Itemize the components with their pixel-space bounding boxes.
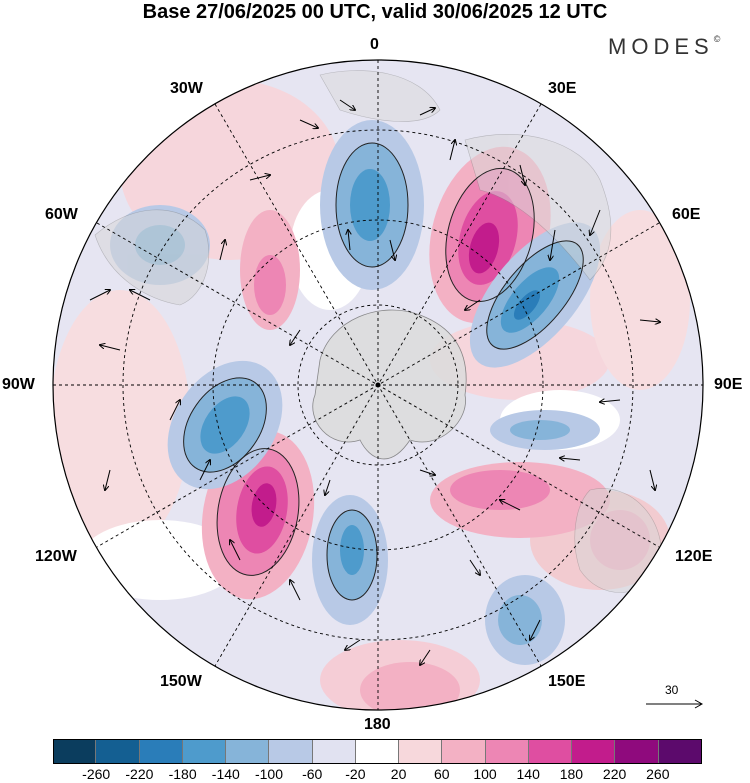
lon-label-180: 180 xyxy=(364,716,391,733)
colorbar-tick-label: -100 xyxy=(254,766,284,782)
lon-label-120w: 120W xyxy=(35,548,77,565)
pole-marker xyxy=(375,382,381,388)
colorbar-tick-label: 100 xyxy=(473,766,497,782)
colorbar-cell xyxy=(615,739,659,763)
lon-label-90w: 90W xyxy=(2,376,35,393)
colorbar-tick-label: -180 xyxy=(168,766,197,782)
colorbar-tick-label: 260 xyxy=(646,766,670,782)
lon-label-90e: 90E xyxy=(714,376,743,393)
colorbar-tick-label: 220 xyxy=(602,766,627,782)
colorbar-cell xyxy=(53,739,97,763)
lon-label-60e: 60E xyxy=(672,206,701,223)
colorbar-cell xyxy=(96,739,140,763)
lon-label-150w: 150W xyxy=(160,673,202,690)
colorbar-cell xyxy=(485,739,529,763)
lon-label-30e: 30E xyxy=(548,80,577,97)
colorbar-tick-label: -140 xyxy=(211,766,240,782)
colorbar xyxy=(53,739,701,763)
colorbar-cell xyxy=(399,739,443,763)
colorbar-tick-label: 60 xyxy=(434,766,450,782)
reference-vector-label: 30 xyxy=(665,683,679,697)
colorbar-outline xyxy=(53,739,702,764)
lon-label-60w: 60W xyxy=(45,206,78,223)
brand-mark: © xyxy=(713,34,721,44)
colorbar-tick-label: -60 xyxy=(302,766,323,782)
colorbar-cell xyxy=(442,739,486,763)
colorbar-tick-label: 20 xyxy=(390,766,407,782)
map-title: Base 27/06/2025 00 UTC, valid 30/06/2025… xyxy=(142,1,608,23)
colorbar-tick-label: -20 xyxy=(345,766,366,782)
colorbar-cell xyxy=(139,739,183,763)
lon-label-120e: 120E xyxy=(675,548,713,565)
colorbar-cell xyxy=(182,739,227,763)
colorbar-tick-label: 180 xyxy=(559,766,584,782)
colorbar-cell xyxy=(572,739,616,763)
colorbar-cell xyxy=(528,739,573,763)
colorbar-cell xyxy=(269,739,313,763)
colorbar-cell xyxy=(355,739,400,763)
reference-vector-icon xyxy=(646,699,704,709)
brand-text: MODES xyxy=(608,34,714,59)
brand-logo: MODES© xyxy=(608,34,720,60)
wind-vectors xyxy=(89,99,660,665)
lon-label-150e: 150E xyxy=(548,673,586,690)
map-border xyxy=(52,59,704,711)
colorbar-tick-label: -220 xyxy=(125,766,154,782)
lon-label-0: 0 xyxy=(370,36,379,53)
anomaly-field xyxy=(53,60,703,710)
colorbar-cell xyxy=(226,739,270,763)
colorbar-tick-label: -260 xyxy=(82,766,111,782)
colorbar-cell xyxy=(312,739,356,763)
colorbar-tick-label: 140 xyxy=(516,766,540,782)
colorbar-cell xyxy=(658,739,701,763)
lon-label-30w: 30W xyxy=(170,80,203,97)
